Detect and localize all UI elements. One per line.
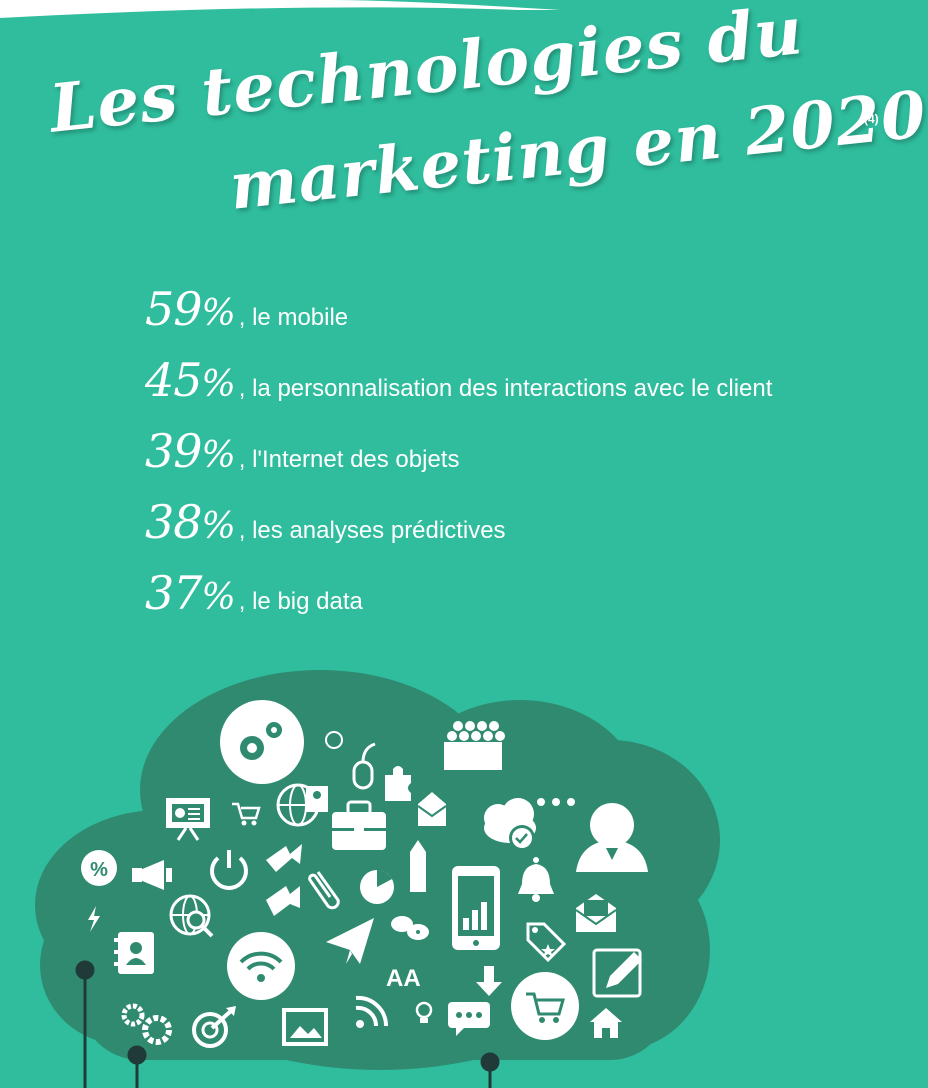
- briefcase-icon: [332, 800, 386, 850]
- globe-icon: [276, 783, 328, 827]
- lightbulb-icon: [415, 1001, 433, 1023]
- icon-cloud: %: [0, 660, 928, 1088]
- message-icon: [448, 1002, 490, 1036]
- edit-icon: [592, 948, 642, 998]
- mouse-icon: [352, 742, 376, 790]
- rss-icon: [355, 995, 389, 1028]
- open-mail-icon: [575, 894, 617, 932]
- stat-percent: 45%: [145, 353, 236, 407]
- stat-percent: 39%: [145, 424, 236, 478]
- presentation-icon: [166, 798, 210, 841]
- stat-item-mobile: 59% , le mobile: [145, 282, 915, 353]
- home-icon: [590, 1008, 622, 1038]
- bell-icon: [518, 857, 554, 902]
- cart-circle-icon: [511, 972, 579, 1040]
- stat-item-bigdata: 37% , le big data: [145, 566, 915, 637]
- lightning-icon: [88, 906, 100, 932]
- wifi-icon: [227, 932, 295, 1000]
- top-white-band: [0, 0, 560, 18]
- dots-icon: [537, 798, 575, 806]
- pencil-icon: [410, 840, 426, 892]
- stat-label: , le big data: [238, 588, 363, 615]
- cable-connectors: [75, 960, 500, 1088]
- pie-chart-icon: [360, 870, 394, 904]
- stat-percent: 59%: [145, 282, 236, 336]
- stat-item-iot: 39% , l'Internet des objets: [145, 424, 915, 495]
- power-icon: [210, 850, 248, 890]
- contacts-icon: [114, 932, 154, 974]
- percent-icon-text: %: [90, 859, 108, 881]
- title-footnote: (4): [864, 112, 879, 126]
- tag-icon: [526, 922, 567, 963]
- image-icon: [282, 1008, 328, 1046]
- cart-icon: [232, 802, 261, 826]
- cloud-illustration: %: [35, 670, 720, 1088]
- megaphone-icon: [132, 860, 172, 890]
- cogs-icon: [121, 1003, 172, 1045]
- stat-item-predictive: 38% , les analyses prédictives: [145, 495, 915, 566]
- stat-item-personalisation: 45% , la personnalisation des interactio…: [145, 353, 915, 424]
- stat-label: , la personnalisation des interactions a…: [238, 375, 773, 402]
- gears-icon: [220, 700, 304, 784]
- page-title: Les technologies du marketing en 2020 (4…: [0, 0, 928, 250]
- stats-list: 59% , le mobile 45% , la personnalisatio…: [145, 282, 915, 637]
- target-icon: [192, 1006, 236, 1048]
- download-icon: [476, 966, 502, 996]
- stat-label: , l'Internet des objets: [238, 446, 460, 473]
- chat-bubbles-icon: [391, 916, 429, 940]
- puzzle-icon: [385, 766, 411, 801]
- globe-search-icon: [169, 894, 214, 938]
- stat-percent: 38%: [145, 495, 236, 549]
- fonts-icon: AA: [386, 965, 421, 992]
- percent-icon: %: [81, 850, 117, 886]
- paperclip-icon: [308, 871, 340, 910]
- stat-percent: 37%: [145, 566, 236, 620]
- paper-plane-icon: [326, 918, 374, 964]
- fonts-icon-text: AA: [386, 965, 421, 992]
- cloud-check-icon: [484, 798, 536, 851]
- tablet-chart-icon: [452, 866, 500, 950]
- chat-icon: [325, 731, 343, 749]
- audience-icon: [444, 721, 505, 774]
- envelope-icon: [417, 792, 447, 826]
- arrows-icon: [266, 844, 302, 916]
- user-icon: [576, 803, 648, 872]
- stat-label: , le mobile: [238, 304, 349, 331]
- stat-label: , les analyses prédictives: [238, 517, 506, 544]
